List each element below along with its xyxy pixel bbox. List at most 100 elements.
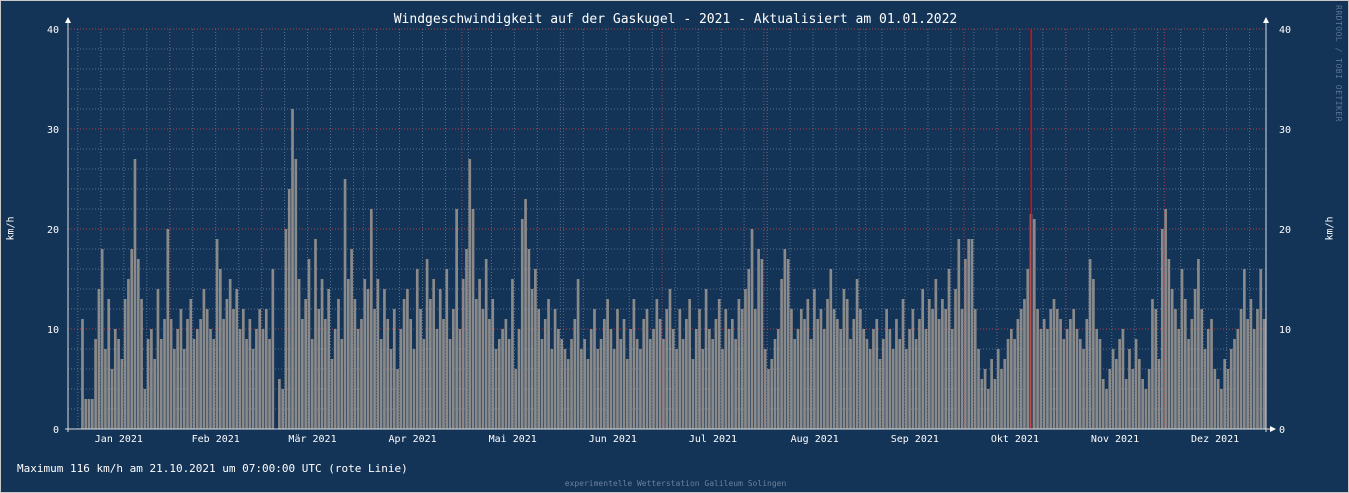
wind-bar [251,349,255,429]
wind-bar [822,329,826,429]
wind-bar [635,339,639,429]
wind-bar [87,399,91,429]
wind-bar [324,319,327,429]
wind-bar [1151,299,1154,429]
wind-bar [688,299,692,429]
y-axis-arrow-right [1263,17,1269,23]
wind-bar [1164,209,1167,429]
wind-bar [1065,329,1069,429]
wind-bar [757,249,760,429]
chart-title: Windgeschwindigkeit auf der Gaskugel - 2… [393,12,958,27]
x-tick-label: Apr 2021 [389,434,437,445]
wind-bar [681,339,685,429]
wind-bar [455,209,458,429]
wind-bar [685,319,688,429]
wind-bar [658,319,662,429]
wind-bar [717,299,721,429]
wind-bar [734,339,737,429]
wind-bar [297,279,301,429]
wind-bar [957,239,961,429]
wind-bar [632,299,636,429]
wind-bar [708,329,711,429]
x-tick-label: Mär 2021 [288,434,336,445]
wind-bar [81,319,84,429]
wind-bar [202,289,206,429]
wind-bar [1252,329,1256,429]
wind-bar [1088,259,1092,429]
wind-bar [353,299,357,429]
wind-bar [97,289,101,429]
y-axis-label-right: km/h [1324,216,1336,241]
wind-bar [550,349,554,429]
wind-bar [625,359,629,429]
wind-bar [1233,339,1236,429]
wind-bar [704,289,708,429]
wind-bar [1220,389,1223,429]
wind-bar [612,349,616,429]
wind-bar [678,309,682,429]
wind-bar [255,329,258,429]
wind-bar [1062,339,1066,429]
wind-bar [776,329,780,429]
wind-bar [196,329,199,429]
wind-bar [918,319,921,429]
wind-bar [1082,349,1085,429]
wind-bar [189,299,193,429]
wind-bar [376,279,380,429]
wind-bar [1006,339,1010,429]
wind-bar [786,259,790,429]
wind-bar [222,319,225,429]
wind-bar [225,299,229,429]
x-tick-label: Feb 2021 [192,434,240,445]
wind-bar [1137,359,1141,429]
wind-bar [481,309,485,429]
wind-bar [1134,339,1138,429]
wind-bar [724,309,728,429]
wind-bar [1177,329,1181,429]
wind-bar [885,309,888,429]
wind-bar [665,309,669,429]
wind-bar [875,319,879,429]
wind-bar [248,319,252,429]
wind-bar [760,259,764,429]
wind-bar [429,299,432,429]
wind-bar [1095,329,1099,429]
y-tick-label-right: 30 [1279,125,1291,136]
wind-bar [622,319,626,429]
wind-bar [478,279,481,429]
wind-bar [340,339,344,429]
wind-bar [1229,349,1233,429]
wind-bar [212,339,216,429]
wind-bar [452,309,455,429]
wind-bar [921,289,925,429]
wind-bar [993,379,997,429]
wind-bar [346,279,350,429]
wind-bar [773,339,777,429]
rrdtool-watermark: RRDTOOL / TOBI OETIKER [1334,5,1343,122]
wind-bar [205,309,209,429]
wind-bar [990,359,993,429]
wind-bar [839,329,842,429]
wind-bar [1016,319,1020,429]
wind-bar [1262,319,1266,429]
wind-bar [350,249,353,429]
wind-bar [987,389,990,429]
wind-bar [1078,339,1082,429]
wind-bar [740,309,744,429]
wind-bar [586,359,590,429]
wind-bar [301,319,304,429]
wind-bar [1210,319,1213,429]
wind-bar [1206,329,1210,429]
wind-bar [881,339,885,429]
y-tick-label-left: 10 [47,325,59,336]
wind-bar [192,339,196,429]
wind-bar [514,369,518,429]
wind-bar [504,319,508,429]
wind-bar [1190,319,1194,429]
wind-bar [432,279,435,429]
wind-bar [593,309,596,429]
wind-bar [872,329,875,429]
wind-bar [333,329,337,429]
wind-bar [511,279,514,429]
wind-bar [238,329,242,429]
